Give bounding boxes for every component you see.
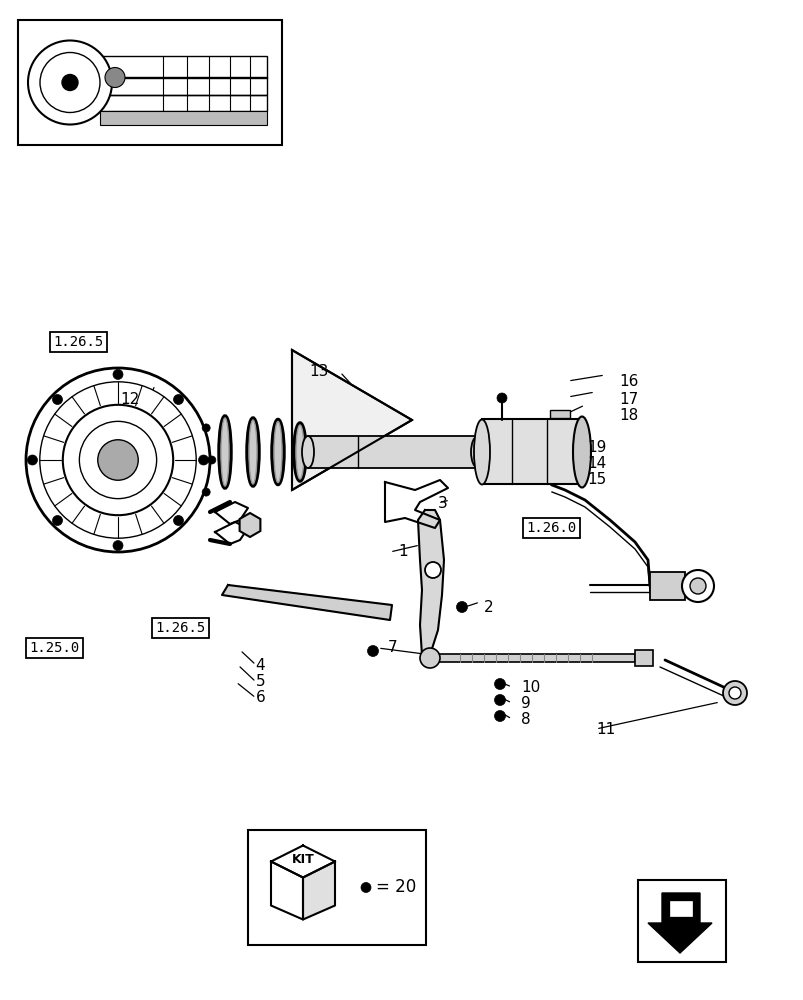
Text: 17: 17 [618,391,638,406]
Circle shape [62,75,78,91]
Polygon shape [647,893,711,953]
Ellipse shape [247,418,259,486]
Bar [634,650,652,666]
Text: 2: 2 [483,599,493,614]
Circle shape [494,694,505,706]
Text: 12: 12 [120,392,140,408]
Text: 8: 8 [520,711,530,726]
Circle shape [173,516,183,526]
Polygon shape [418,510,443,655]
Ellipse shape [302,436,314,468]
Circle shape [361,882,370,892]
Circle shape [28,41,112,125]
Polygon shape [385,480,447,528]
Polygon shape [669,901,691,916]
Text: KIT: KIT [291,853,314,866]
Polygon shape [291,350,411,490]
Text: 6: 6 [255,690,265,706]
Text: 7: 7 [387,640,397,656]
Polygon shape [239,513,260,537]
Circle shape [98,440,138,480]
Bar [100,111,267,125]
Text: 1: 1 [397,544,407,560]
Ellipse shape [249,420,257,484]
Bar [549,410,569,418]
Circle shape [722,681,746,705]
Ellipse shape [474,420,489,485]
Polygon shape [271,861,303,919]
Circle shape [113,541,123,551]
Text: 16: 16 [618,374,638,389]
Circle shape [52,394,63,404]
Circle shape [728,687,740,699]
Ellipse shape [221,418,229,486]
Circle shape [202,424,210,432]
Ellipse shape [294,423,306,481]
Circle shape [198,455,208,465]
Ellipse shape [218,416,230,488]
Text: 1.26.5: 1.26.5 [54,335,104,349]
Ellipse shape [274,422,282,483]
Text: 1.26.0: 1.26.0 [526,521,576,535]
Bar [18,20,282,145]
Ellipse shape [471,436,484,468]
Bar [100,77,267,95]
Text: = 20: = 20 [376,878,416,896]
Polygon shape [214,502,247,524]
Bar [482,419,581,484]
Circle shape [52,516,63,526]
Polygon shape [214,522,247,544]
Circle shape [208,456,215,464]
Circle shape [425,562,441,578]
Text: 13: 13 [309,364,328,379]
Text: 15: 15 [586,472,605,487]
Text: 9: 9 [520,696,530,710]
Text: 10: 10 [520,680,540,694]
Circle shape [419,648,439,668]
Bar [638,880,725,962]
Bar [100,95,267,111]
Circle shape [202,488,210,496]
Circle shape [681,570,713,602]
Text: 5: 5 [255,674,265,690]
Circle shape [27,455,38,465]
Circle shape [367,646,378,656]
Ellipse shape [296,425,304,479]
Circle shape [113,369,123,379]
Bar [308,436,478,468]
Text: 19: 19 [586,440,605,454]
Circle shape [79,421,157,499]
Circle shape [40,53,100,113]
Circle shape [173,394,183,404]
Text: 3: 3 [438,495,447,510]
Circle shape [63,405,173,515]
Bar [100,56,267,78]
Text: 18: 18 [618,408,638,422]
Ellipse shape [573,416,590,488]
Circle shape [26,368,210,552]
Circle shape [456,601,467,612]
Text: 14: 14 [586,456,605,471]
Text: 1.26.5: 1.26.5 [156,621,206,635]
Text: 1.25.0: 1.25.0 [30,641,79,655]
Bar [430,654,634,662]
Circle shape [40,382,196,538]
Ellipse shape [271,420,283,485]
Circle shape [689,578,705,594]
Bar [247,830,426,945]
Text: 11: 11 [596,721,615,736]
Polygon shape [222,585,392,620]
Circle shape [494,710,505,721]
Circle shape [496,393,507,403]
Circle shape [494,678,505,690]
Circle shape [105,68,124,88]
Polygon shape [303,861,335,919]
Bar [649,572,684,600]
Text: 4: 4 [255,658,265,672]
